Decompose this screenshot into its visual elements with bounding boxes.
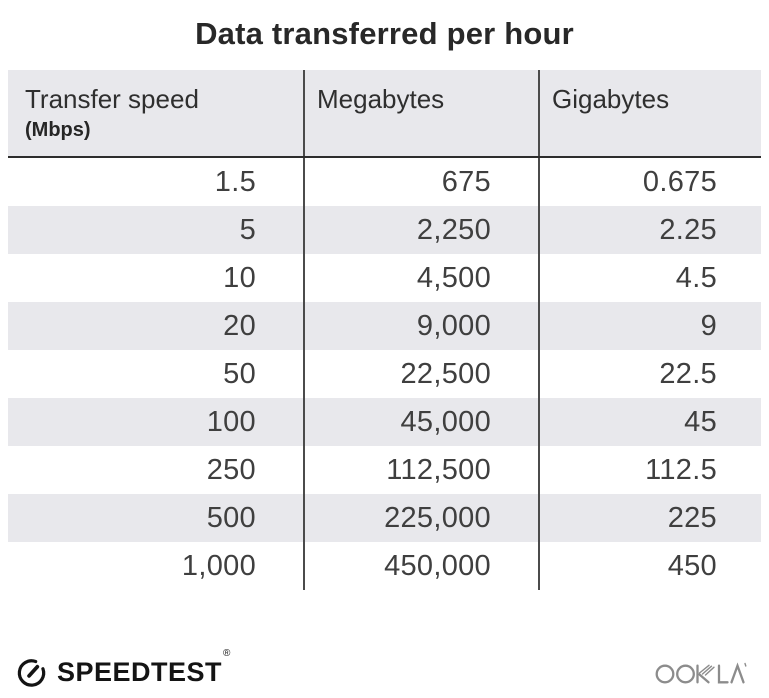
cell-speed: 100 <box>206 406 256 438</box>
data-table: Transfer speed (Mbps) Megabytes Gigabyte… <box>8 70 761 590</box>
speedtest-gauge-icon <box>17 659 46 687</box>
page-title: Data transferred per hour <box>195 16 574 51</box>
speedtest-wordmark-text: SPEEDTEST <box>57 656 223 687</box>
registered-trademark-icon: ® <box>223 647 231 659</box>
table-row: 10 4,500 4.5 <box>8 254 761 302</box>
table-row: 20 9,000 9 <box>8 302 761 350</box>
table-row: 5 2,250 2.25 <box>8 206 761 254</box>
header-transfer-speed: Transfer speed (Mbps) <box>8 70 303 156</box>
cell-gigabytes: 45 <box>538 398 761 446</box>
cell-speed: 20 <box>223 310 256 342</box>
cell-gigabytes: 22.5 <box>538 350 761 398</box>
header-megabytes: Megabytes <box>303 70 538 156</box>
cell-megabytes: 450,000 <box>303 542 538 590</box>
table-row: 500 225,000 225 <box>8 494 761 542</box>
speedtest-logo: SPEEDTEST® <box>14 648 230 690</box>
cell-speed: 250 <box>206 454 256 486</box>
speedtest-wordmark: SPEEDTEST® <box>57 648 230 688</box>
cell-megabytes: 22,500 <box>303 350 538 398</box>
header-gigabytes: Gigabytes <box>538 70 761 156</box>
cell-speed: 1.5 <box>214 166 256 198</box>
cell-megabytes: 225,000 <box>303 494 538 542</box>
cell-speed: 500 <box>206 502 256 534</box>
table-row: 100 45,000 45 <box>8 398 761 446</box>
table-row: 50 22,500 22.5 <box>8 350 761 398</box>
cell-megabytes: 45,000 <box>303 398 538 446</box>
cell-speed: 10 <box>223 262 256 294</box>
cell-speed: 5 <box>239 214 256 246</box>
cell-gigabytes: 0.675 <box>538 158 761 206</box>
cell-gigabytes: 9 <box>538 302 761 350</box>
table-row: 1,000 450,000 450 <box>8 542 761 590</box>
cell-megabytes: 4,500 <box>303 254 538 302</box>
cell-gigabytes: 225 <box>538 494 761 542</box>
cell-speed: 1,000 <box>181 550 256 582</box>
cell-gigabytes: 2.25 <box>538 206 761 254</box>
cell-megabytes: 112,500 <box>303 446 538 494</box>
table-header-row: Transfer speed (Mbps) Megabytes Gigabyte… <box>8 70 761 158</box>
ookla-wordmark-icon <box>655 662 747 684</box>
header-transfer-speed-label: Transfer speed <box>25 84 199 114</box>
cell-speed: 50 <box>223 358 256 390</box>
cell-gigabytes: 450 <box>538 542 761 590</box>
table-row: 250 112,500 112.5 <box>8 446 761 494</box>
footer: SPEEDTEST® <box>0 648 769 694</box>
cell-megabytes: 2,250 <box>303 206 538 254</box>
cell-megabytes: 9,000 <box>303 302 538 350</box>
cell-megabytes: 675 <box>303 158 538 206</box>
cell-gigabytes: 112.5 <box>538 446 761 494</box>
header-mbps-unit: (Mbps) <box>25 118 91 141</box>
table-row: 1.5 675 0.675 <box>8 158 761 206</box>
cell-gigabytes: 4.5 <box>538 254 761 302</box>
